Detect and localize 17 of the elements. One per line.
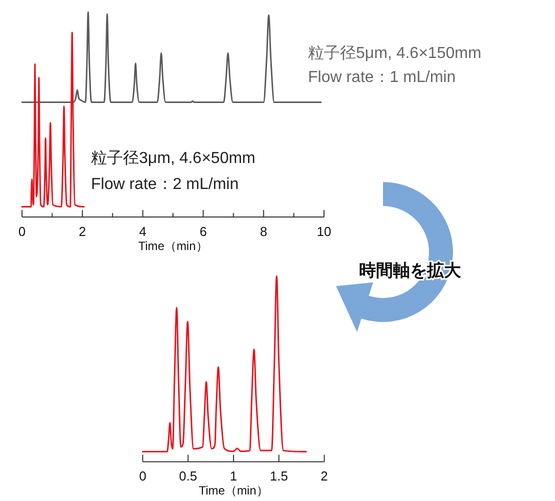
x-tick-label: 2 <box>320 468 328 484</box>
x-tick-label: 0 <box>18 224 26 239</box>
x-tick-label: 4 <box>139 224 146 239</box>
x-tick-label: 1.5 <box>270 468 288 484</box>
x-tick-label: 10 <box>316 224 332 239</box>
x-axis-title: Time（min） <box>198 484 268 498</box>
annotation: Flow rate：2 mL/min <box>91 176 239 193</box>
x-tick-label: 0.5 <box>179 468 198 484</box>
x-tick-label: 1 <box>230 468 238 484</box>
annotation: 粒子径5μm, 4.6×150mm <box>308 45 482 62</box>
x-tick-label: 8 <box>260 224 268 239</box>
annotation: 粒子径3μm, 4.6×50mm <box>91 150 256 167</box>
x-tick-label: 0 <box>139 468 146 484</box>
x-axis-title: Time（min） <box>138 239 208 253</box>
x-tick-label: 6 <box>200 224 207 239</box>
x-tick-label: 2 <box>78 224 86 239</box>
annotation: Flow rate：1 mL/min <box>308 69 456 86</box>
